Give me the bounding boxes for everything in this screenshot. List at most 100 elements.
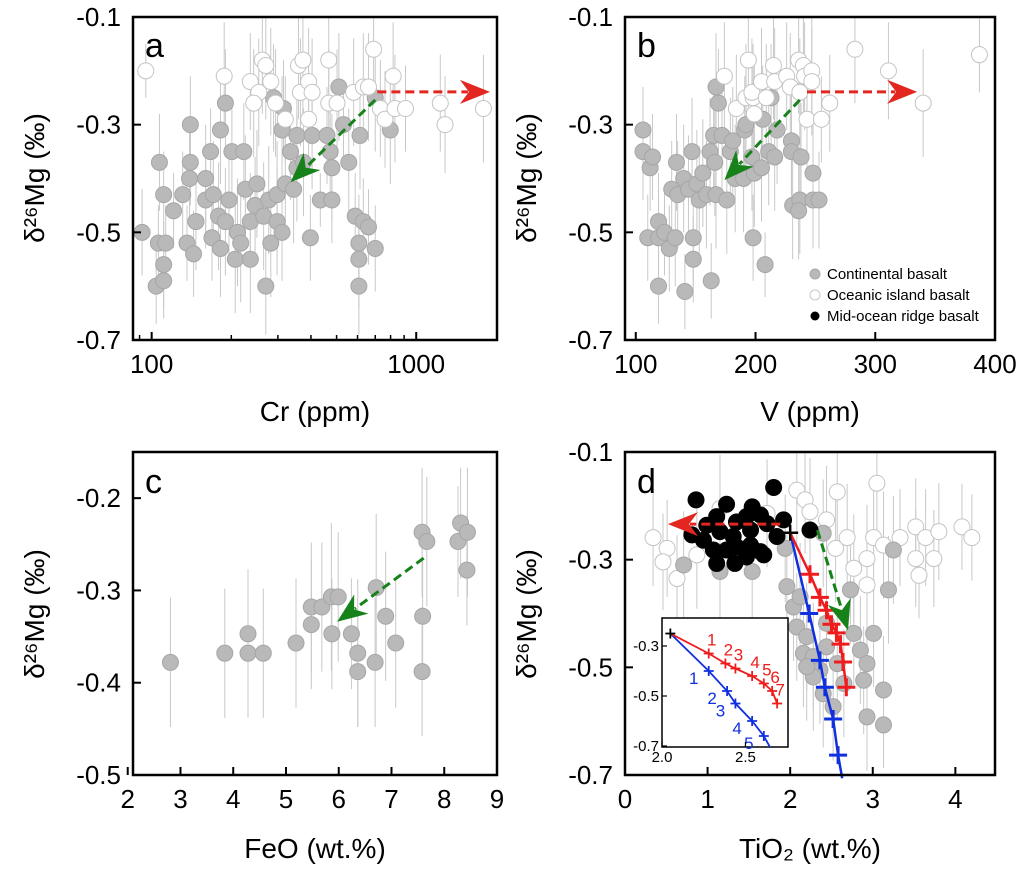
data-points xyxy=(161,514,476,681)
point-continental xyxy=(318,126,336,144)
point-continental xyxy=(676,283,694,301)
point-continental xyxy=(377,607,395,625)
point-continental xyxy=(285,180,303,198)
point-continental xyxy=(301,229,319,247)
x-tick-label: 100 xyxy=(614,349,657,379)
point-continental xyxy=(202,143,220,161)
legend-label-continental: Continental basalt xyxy=(827,266,948,283)
point-oceanic-island xyxy=(745,105,763,123)
point-oceanic-island xyxy=(320,51,338,69)
axes: 2 3 4 5 6 7 8 9 -0.2 -0.3 -0.4 -0.5 xyxy=(76,483,504,814)
point-oceanic-island xyxy=(245,94,263,112)
point-continental xyxy=(724,132,742,150)
x-tick-label: 3 xyxy=(866,784,880,814)
point-oceanic-island xyxy=(970,46,988,64)
point-continental xyxy=(851,641,869,659)
inset-red-label: 6 xyxy=(770,668,779,687)
point-continental xyxy=(235,143,253,161)
legend-marker-continental xyxy=(809,268,821,280)
point-continental xyxy=(743,563,761,581)
point-oceanic-island xyxy=(397,100,415,118)
x-axis-label-b: V (ppm) xyxy=(760,396,860,427)
blue-curve-marker xyxy=(815,678,834,697)
point-oceanic-island xyxy=(328,94,346,112)
green-arrowhead-icon xyxy=(337,594,369,622)
point-continental xyxy=(675,556,693,574)
point-continental xyxy=(702,272,720,290)
point-oceanic-island xyxy=(257,56,275,74)
inset-red-marker xyxy=(767,686,778,696)
point-continental xyxy=(666,229,684,247)
point-continental xyxy=(350,234,368,252)
point-continental xyxy=(683,143,701,161)
inset-blue-marker xyxy=(730,698,741,709)
point-continental xyxy=(756,256,774,274)
legend-label-oceanic-island: Oceanic island basalt xyxy=(827,287,970,304)
point-mid-ocean-ridge xyxy=(768,528,786,546)
blue-curve-marker xyxy=(800,604,819,623)
panel-c-green-arrow xyxy=(337,556,425,622)
point-continental xyxy=(150,153,168,171)
inset-red-label: 4 xyxy=(750,653,759,672)
point-continental xyxy=(387,634,405,652)
point-mid-ocean-ridge xyxy=(694,531,712,549)
text-layer: a b c d δ²⁶Mg (‰) δ²⁶Mg (‰) δ²⁶Mg (‰) δ²… xyxy=(19,27,980,864)
blue-curve-marker xyxy=(829,746,848,765)
point-oceanic-island xyxy=(953,518,971,536)
point-oceanic-island xyxy=(791,83,809,101)
green-arrow-shaft xyxy=(738,98,801,166)
point-continental xyxy=(841,581,859,599)
data-points xyxy=(634,40,988,301)
x-tick-label: 4 xyxy=(226,784,240,814)
point-oceanic-island xyxy=(262,73,280,91)
point-continental xyxy=(875,681,893,699)
inset-blue-label: 1 xyxy=(689,669,698,688)
point-oceanic-island xyxy=(879,62,897,80)
inset-blue-marker xyxy=(747,716,758,726)
panel-a-green-arrow xyxy=(290,98,377,183)
y-axis-label-b: δ²⁶Mg (‰) xyxy=(511,113,542,243)
point-continental xyxy=(718,191,736,209)
y-tick-label: -0.7 xyxy=(568,760,613,790)
point-continental xyxy=(330,78,348,96)
point-continental xyxy=(241,250,259,268)
blue-curve-marker xyxy=(824,710,843,729)
start-point-marker xyxy=(782,524,799,541)
point-mid-ocean-ridge xyxy=(727,513,745,531)
point-continental xyxy=(634,121,652,139)
point-continental xyxy=(744,229,762,247)
plot-frame xyxy=(131,450,499,777)
red-curve-marker xyxy=(810,588,829,607)
blue-curve-marker xyxy=(810,651,829,670)
inset-frame xyxy=(661,617,789,748)
x-tick-label: 7 xyxy=(384,784,398,814)
data-points xyxy=(133,40,492,295)
point-continental xyxy=(226,250,244,268)
point-continental xyxy=(302,616,320,634)
point-continental xyxy=(858,708,876,726)
point-oceanic-island xyxy=(907,550,925,568)
point-oceanic-island xyxy=(739,51,757,69)
point-oceanic-island xyxy=(384,67,402,85)
point-oceanic-island xyxy=(359,78,377,96)
point-continental xyxy=(185,245,203,263)
point-continental xyxy=(288,126,306,144)
inset-blue-label: 3 xyxy=(716,702,725,721)
inset-red-marker xyxy=(772,698,783,709)
legend-label-mid-ocean-ridge: Mid-ocean ridge basalt xyxy=(827,308,980,325)
red-curve-marker xyxy=(831,635,850,654)
y-tick-label: -0.1 xyxy=(568,2,613,32)
y-tick-label: -0.5 xyxy=(568,217,613,247)
x-tick-label: 100 xyxy=(130,349,173,379)
inset-red-marker xyxy=(730,663,741,674)
x-tick-label: 400 xyxy=(973,349,1016,379)
point-oceanic-island xyxy=(715,67,733,85)
green-arrowhead-icon xyxy=(290,152,321,183)
point-continental xyxy=(220,191,238,209)
point-mid-ocean-ridge xyxy=(755,546,773,564)
point-continental xyxy=(216,213,234,231)
x-tick-label: 6 xyxy=(332,784,346,814)
y-tick-label: -0.3 xyxy=(568,545,613,575)
point-continental xyxy=(262,234,280,252)
point-continental xyxy=(667,153,685,171)
